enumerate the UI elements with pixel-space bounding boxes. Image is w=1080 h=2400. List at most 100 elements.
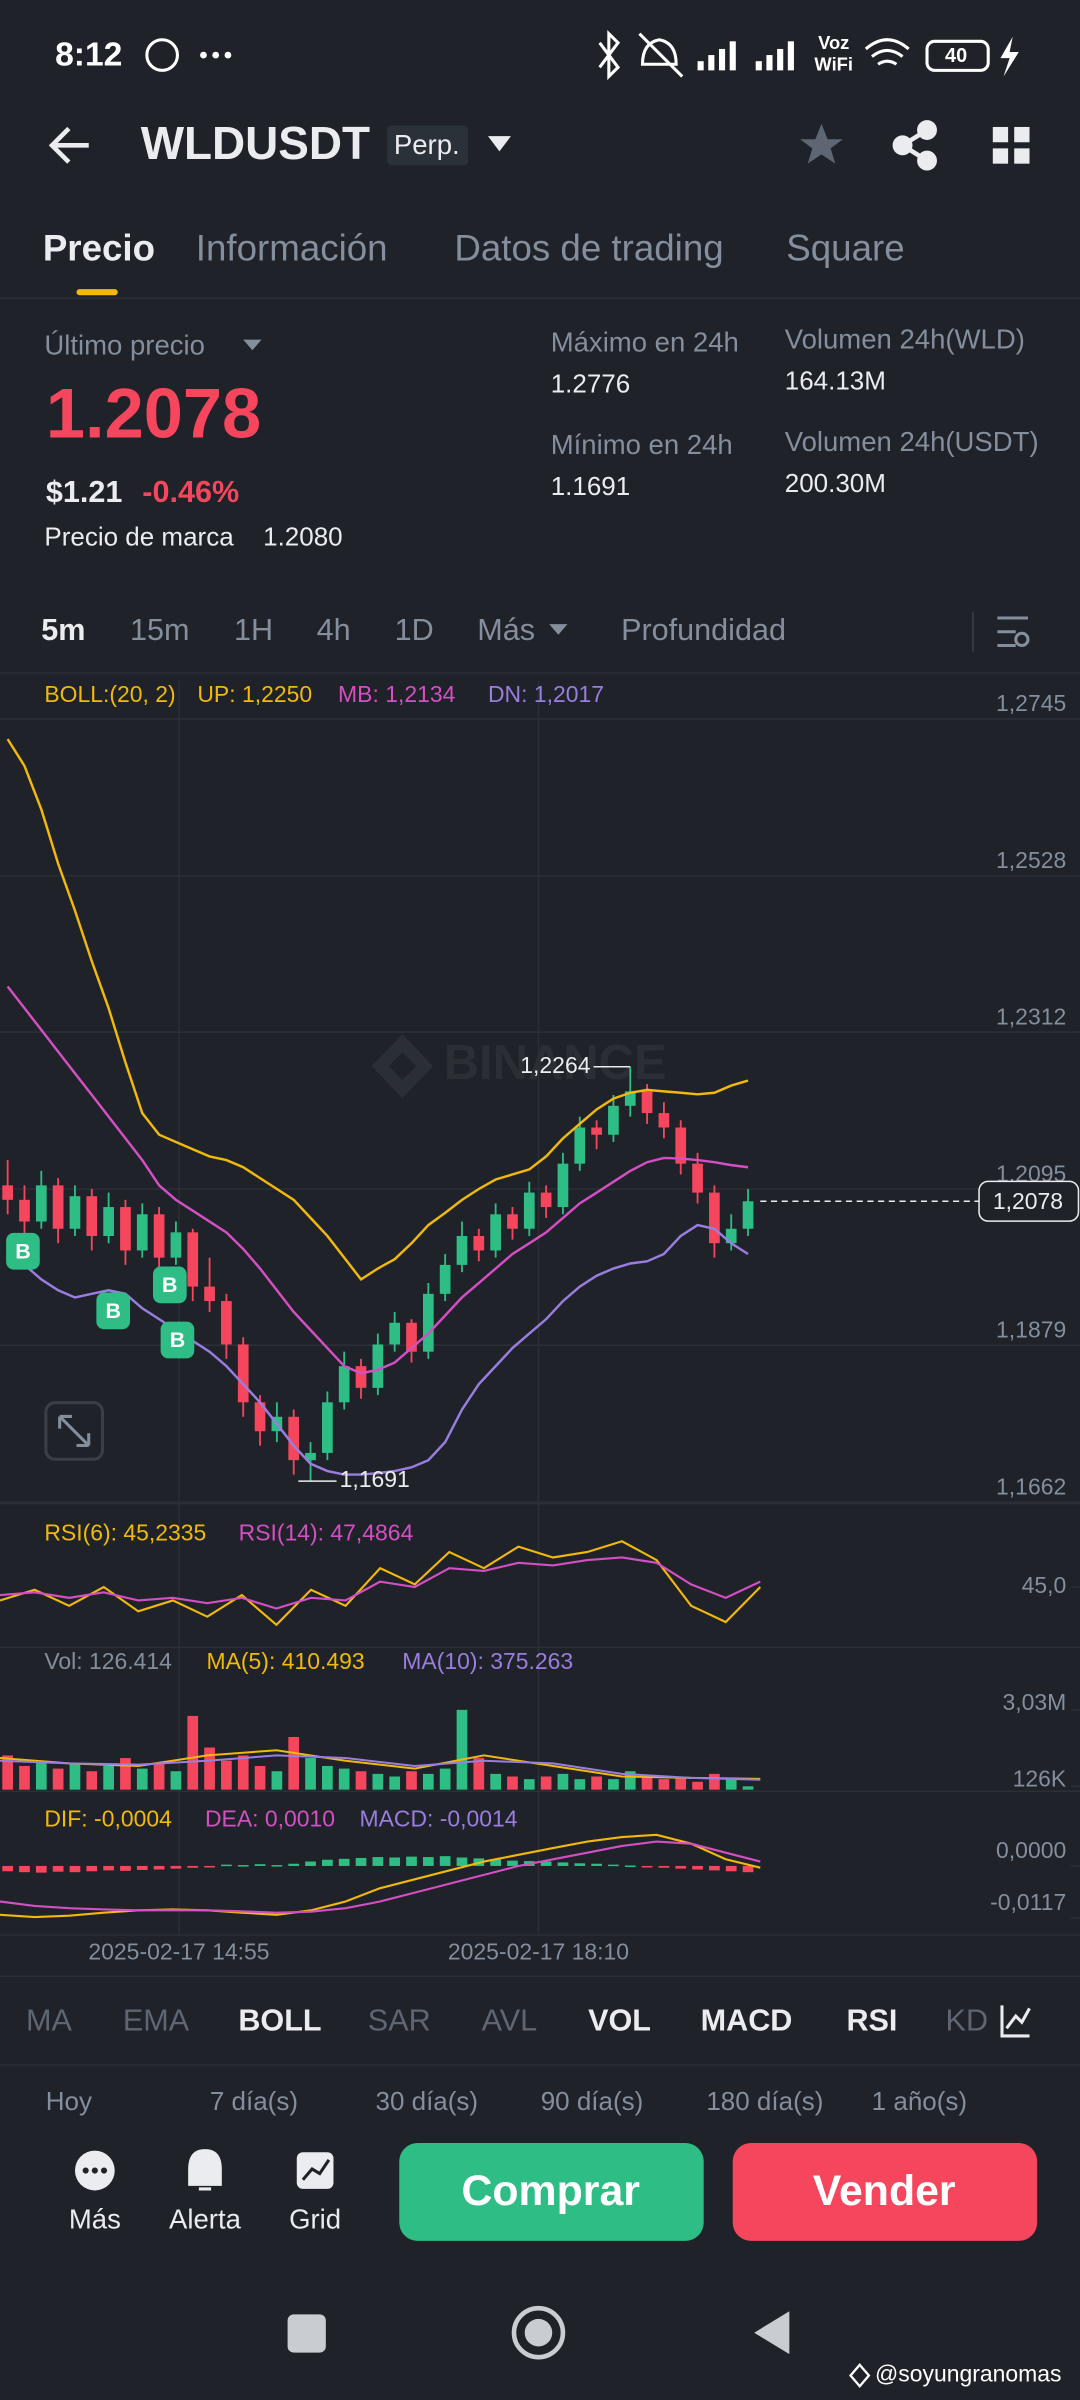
range-option[interactable]: 30 día(s) (375, 2086, 478, 2116)
range-option[interactable]: Hoy (46, 2086, 92, 2116)
alert-icon[interactable] (188, 2149, 222, 2191)
price-dropdown[interactable] (243, 339, 262, 351)
layout-button[interactable] (992, 126, 1030, 164)
range-option[interactable]: 1 año(s) (872, 2086, 967, 2116)
nav-recents[interactable] (287, 2314, 326, 2353)
indicator-tab[interactable]: MA (26, 2003, 72, 2037)
interval[interactable]: 5m (41, 613, 85, 647)
nav-home[interactable] (511, 2305, 566, 2360)
grid-icon[interactable] (296, 2152, 334, 2189)
candle-body (136, 1214, 148, 1251)
interval[interactable]: Más (477, 613, 535, 647)
indicator-settings[interactable] (1000, 2005, 1031, 2038)
action-label[interactable]: Grid (289, 2203, 341, 2234)
candle-body (86, 1196, 98, 1236)
y-tick-label: 45,0 (1022, 1572, 1067, 1598)
back-button[interactable] (48, 126, 89, 164)
rsi-line (0, 1556, 761, 1610)
more-icon[interactable] (74, 2150, 115, 2191)
volume-bar (103, 1765, 114, 1790)
volume-bar (153, 1763, 165, 1790)
battery (925, 39, 990, 72)
macd-bar (389, 1857, 401, 1866)
interval[interactable]: 4h (317, 613, 351, 647)
indicator-tab[interactable]: AVL (482, 2003, 538, 2037)
nav-back[interactable] (754, 2311, 790, 2355)
candle-body (355, 1366, 367, 1388)
range-option[interactable]: 7 día(s) (210, 2086, 298, 2116)
range-option[interactable]: 180 día(s) (706, 2086, 823, 2116)
tab[interactable]: Información (196, 228, 388, 269)
candle-body (473, 1235, 485, 1251)
candle-body (624, 1091, 636, 1106)
candle-body (120, 1207, 131, 1251)
candle-body (742, 1201, 754, 1229)
macd-bar (574, 1863, 586, 1866)
stat-label: Volumen 24h(WLD) (785, 323, 1025, 354)
candle-body (103, 1207, 114, 1236)
last-price-box (978, 1180, 1080, 1222)
volume-bar (725, 1779, 737, 1790)
favorite-button[interactable] (800, 123, 843, 164)
watermark-label: @soyungranomas (875, 2361, 1062, 2387)
mark-price: 1.2080 (263, 521, 343, 551)
price-change: -0.46% (142, 475, 239, 509)
indicator-tab[interactable]: SAR (368, 2003, 431, 2037)
buy-label[interactable]: Comprar (461, 2167, 640, 2215)
perp-badge (387, 125, 469, 166)
volume-bar (456, 1709, 468, 1790)
candle-body (439, 1264, 451, 1294)
more-dropdown[interactable] (549, 624, 568, 635)
stat-label: Volumen 24h(USDT) (785, 426, 1039, 457)
legend-entry: RSI(6): 45,2335 (44, 1519, 206, 1545)
interval[interactable]: 15m (130, 613, 189, 647)
macd-bar (742, 1865, 754, 1873)
interval[interactable]: 1D (395, 613, 434, 647)
tab[interactable]: Datos de trading (454, 228, 723, 269)
action-label[interactable]: Alerta (169, 2203, 242, 2234)
y-tick-label: 1,2312 (996, 1003, 1066, 1029)
volume-bar (86, 1771, 98, 1790)
low-label: 1,1691 (340, 1466, 410, 1492)
chart-settings[interactable] (997, 616, 1030, 648)
volume-bar (406, 1771, 417, 1790)
volume-ma-line (0, 1749, 761, 1780)
candle-body (608, 1105, 619, 1135)
interval[interactable]: Profundidad (621, 613, 786, 647)
volume-bar (288, 1736, 300, 1790)
volume-bar (490, 1773, 501, 1790)
y-tick-label: 1,2745 (996, 690, 1066, 716)
stat-value: 200.30M (785, 468, 886, 498)
indicator-tab[interactable]: MACD (701, 2003, 793, 2037)
indicator-tab[interactable]: VOL (588, 2003, 651, 2037)
tab[interactable]: Square (786, 228, 904, 269)
volume-bar (271, 1771, 283, 1790)
legend-entry: UP: 1,2250 (197, 681, 312, 707)
indicator-tab[interactable]: BOLL (238, 2003, 321, 2037)
macd-bar (170, 1865, 182, 1869)
buy-button[interactable] (399, 2143, 704, 2241)
usd-price: $1.21 (46, 475, 123, 509)
candle-body (254, 1402, 266, 1432)
y-tick-label: 1,1879 (996, 1316, 1066, 1342)
action-label[interactable]: Más (69, 2203, 121, 2234)
volume-bar (254, 1765, 266, 1790)
indicator-tab[interactable]: EMA (123, 2003, 190, 2037)
symbol-dropdown[interactable] (487, 136, 511, 152)
interval[interactable]: 1H (234, 613, 273, 647)
sell-label[interactable]: Vender (813, 2167, 956, 2215)
buy-marker (6, 1232, 40, 1270)
y-tick-label: 126K (1013, 1765, 1067, 1791)
sell-button[interactable] (732, 2143, 1038, 2241)
tab[interactable]: Precio (43, 228, 155, 269)
legend-entry: Vol: 126.414 (44, 1648, 172, 1674)
candle-body (389, 1322, 401, 1345)
share-button[interactable] (892, 120, 937, 171)
macd-bar (2, 1865, 14, 1872)
indicator-tab[interactable]: RSI (846, 2003, 897, 2037)
macd-bar (355, 1857, 367, 1866)
range-option[interactable]: 90 día(s) (541, 2086, 644, 2116)
expand-button[interactable] (44, 1401, 105, 1461)
whatsapp-icon (145, 38, 179, 72)
indicator-tab[interactable]: KD (946, 2003, 988, 2037)
